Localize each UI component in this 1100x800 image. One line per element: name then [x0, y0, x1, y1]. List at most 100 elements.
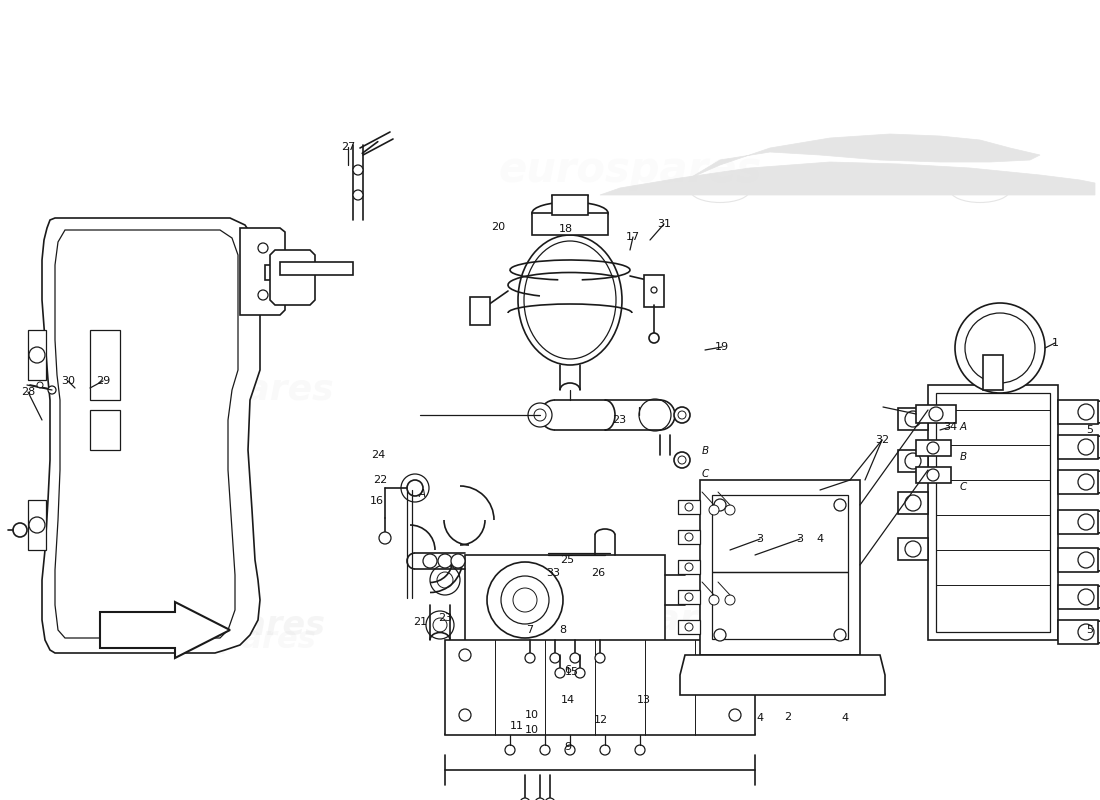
- Text: 18: 18: [559, 224, 573, 234]
- Text: 23: 23: [612, 415, 626, 425]
- Circle shape: [685, 593, 693, 601]
- Text: 8: 8: [560, 625, 566, 635]
- Bar: [898, 492, 928, 514]
- Text: 5: 5: [1087, 425, 1093, 435]
- Text: 14: 14: [561, 695, 575, 705]
- Text: 32: 32: [874, 435, 889, 445]
- Circle shape: [1078, 589, 1094, 605]
- Circle shape: [438, 554, 452, 568]
- Text: 7: 7: [527, 625, 534, 635]
- Text: 3: 3: [757, 534, 763, 544]
- Text: 28: 28: [21, 387, 35, 397]
- Bar: [928, 385, 1058, 640]
- Circle shape: [710, 505, 719, 515]
- Text: 20: 20: [491, 222, 505, 232]
- Bar: [1058, 435, 1098, 459]
- Circle shape: [729, 649, 741, 661]
- Circle shape: [459, 709, 471, 721]
- Bar: [678, 500, 700, 514]
- Bar: [470, 297, 490, 325]
- Text: 33: 33: [546, 568, 560, 578]
- Bar: [678, 590, 700, 604]
- Bar: [712, 572, 848, 639]
- Bar: [28, 500, 46, 550]
- Polygon shape: [600, 162, 1094, 195]
- Text: 11: 11: [510, 721, 524, 731]
- Circle shape: [540, 745, 550, 755]
- Polygon shape: [690, 134, 1040, 178]
- Text: 12: 12: [594, 715, 608, 725]
- Circle shape: [1078, 404, 1094, 420]
- Circle shape: [505, 745, 515, 755]
- Circle shape: [570, 653, 580, 663]
- Text: 3: 3: [796, 534, 803, 544]
- Circle shape: [353, 190, 363, 200]
- Bar: [678, 530, 700, 544]
- Text: 24: 24: [371, 450, 385, 460]
- Circle shape: [685, 563, 693, 571]
- Bar: [916, 440, 952, 456]
- Text: B: B: [702, 446, 708, 456]
- Circle shape: [1078, 474, 1094, 490]
- Text: 26: 26: [591, 568, 605, 578]
- Circle shape: [565, 745, 575, 755]
- Circle shape: [258, 243, 268, 253]
- Polygon shape: [42, 218, 260, 653]
- Circle shape: [927, 442, 939, 454]
- Circle shape: [714, 499, 726, 511]
- Circle shape: [635, 745, 645, 755]
- Bar: [28, 330, 46, 380]
- Text: B: B: [959, 452, 967, 462]
- Circle shape: [649, 333, 659, 343]
- Text: 31: 31: [657, 219, 671, 229]
- Bar: [1058, 620, 1098, 644]
- Circle shape: [520, 798, 530, 800]
- Text: 22: 22: [373, 475, 387, 485]
- Text: 30: 30: [60, 376, 75, 386]
- Circle shape: [534, 409, 546, 421]
- Text: 1: 1: [1052, 338, 1058, 348]
- Circle shape: [905, 541, 921, 557]
- Bar: [898, 538, 928, 560]
- Bar: [983, 355, 1003, 390]
- Circle shape: [965, 313, 1035, 383]
- Bar: [465, 555, 666, 645]
- Bar: [552, 195, 589, 215]
- Circle shape: [685, 533, 693, 541]
- Circle shape: [556, 668, 565, 678]
- Text: 6: 6: [564, 665, 572, 675]
- Text: 13: 13: [637, 695, 651, 705]
- Text: 2: 2: [784, 712, 792, 722]
- Circle shape: [927, 469, 939, 481]
- Circle shape: [651, 287, 657, 293]
- Text: eurospares: eurospares: [114, 609, 326, 642]
- Bar: [1058, 585, 1098, 609]
- Circle shape: [528, 403, 552, 427]
- Text: 4: 4: [842, 713, 848, 723]
- Bar: [678, 560, 700, 574]
- Text: eurospares: eurospares: [516, 603, 745, 637]
- Bar: [446, 640, 755, 735]
- Circle shape: [930, 407, 943, 421]
- Circle shape: [525, 653, 535, 663]
- Text: 9: 9: [564, 742, 572, 752]
- Polygon shape: [240, 228, 285, 315]
- Text: A: A: [418, 489, 426, 499]
- Text: 4: 4: [816, 534, 824, 544]
- Bar: [1058, 548, 1098, 572]
- Circle shape: [905, 411, 921, 427]
- Bar: [644, 275, 664, 307]
- Circle shape: [1078, 552, 1094, 568]
- Bar: [898, 408, 928, 430]
- Bar: [1058, 470, 1098, 494]
- Circle shape: [379, 532, 390, 544]
- Polygon shape: [270, 250, 315, 305]
- Circle shape: [725, 595, 735, 605]
- Text: eurospares: eurospares: [498, 149, 761, 191]
- Polygon shape: [280, 262, 353, 275]
- Circle shape: [595, 653, 605, 663]
- Circle shape: [678, 456, 686, 464]
- Text: C: C: [702, 469, 708, 479]
- Circle shape: [905, 453, 921, 469]
- Text: 27: 27: [341, 142, 355, 152]
